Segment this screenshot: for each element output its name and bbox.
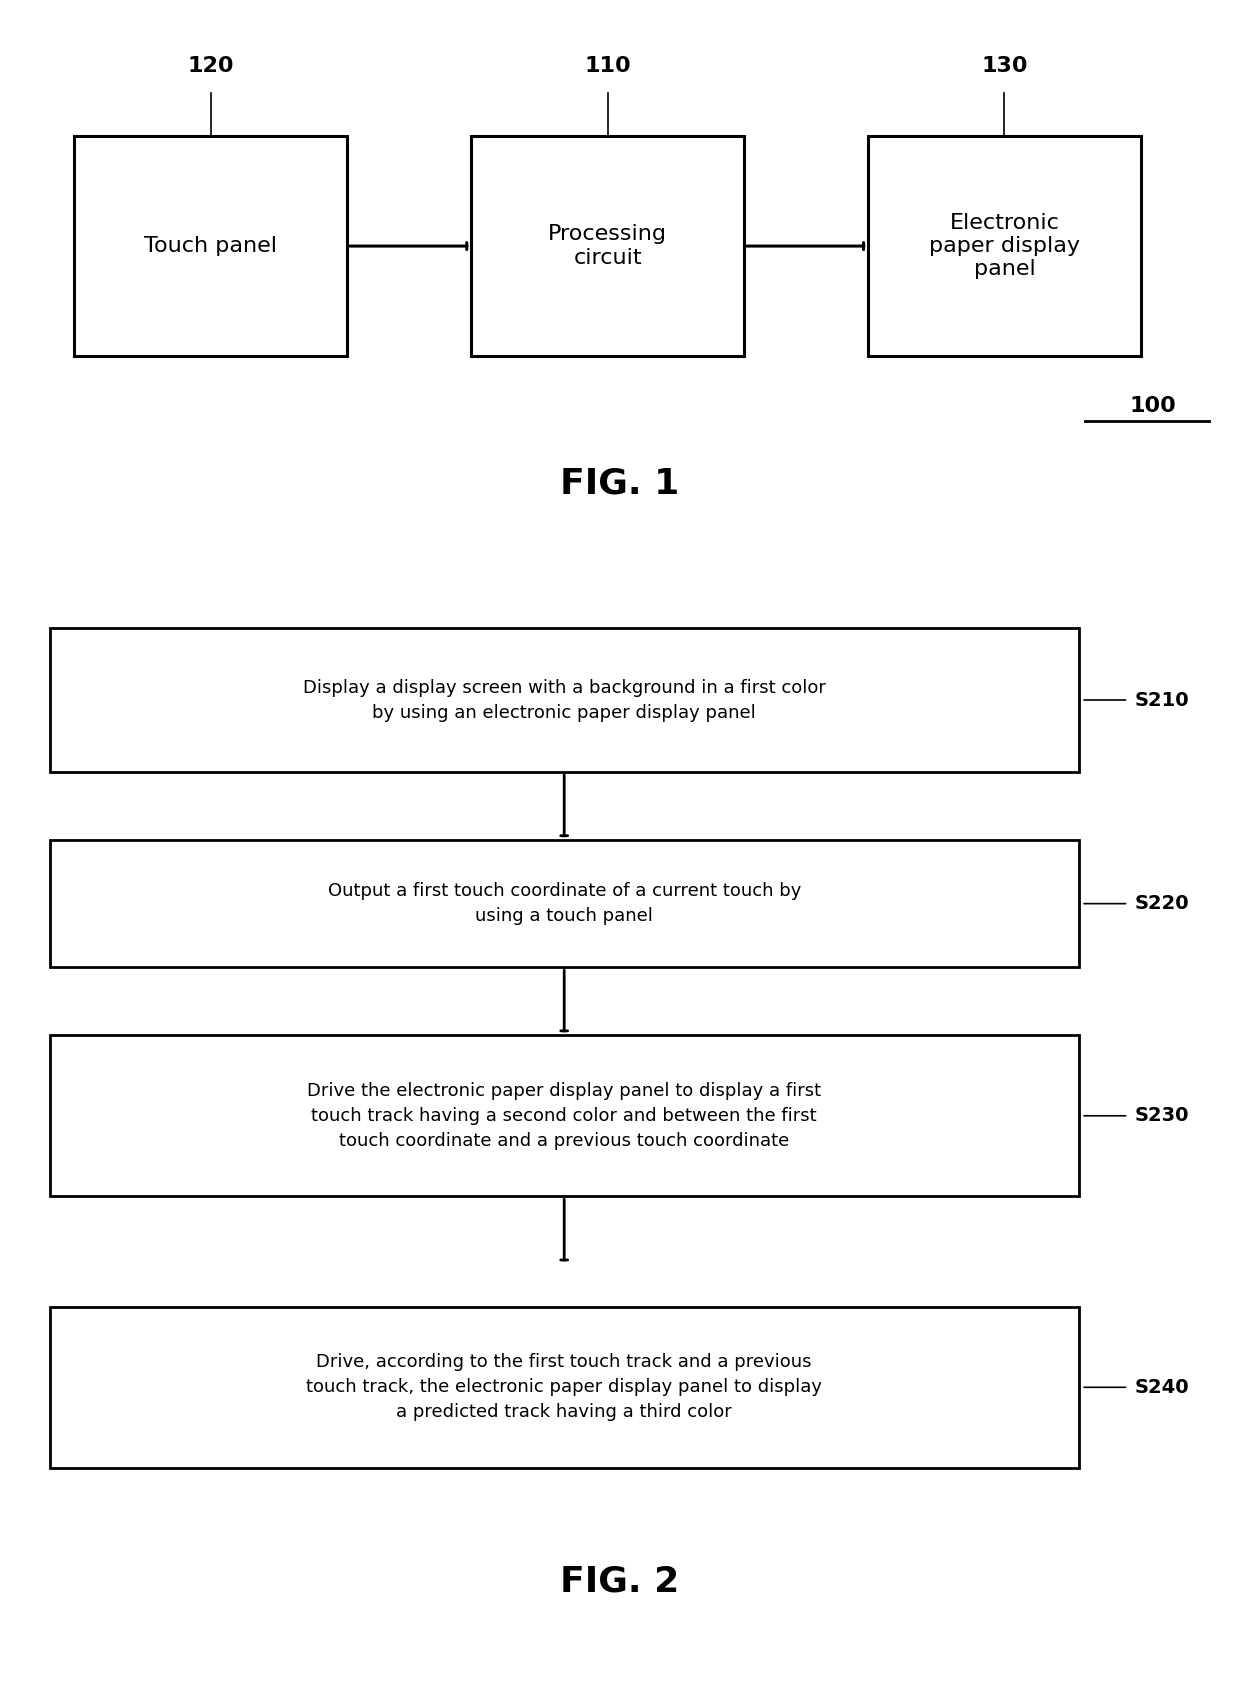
- Text: S220: S220: [1135, 894, 1189, 913]
- Text: 110: 110: [584, 56, 631, 76]
- Text: Display a display screen with a background in a first color
by using an electron: Display a display screen with a backgrou…: [303, 679, 826, 721]
- FancyBboxPatch shape: [50, 1035, 1079, 1196]
- Text: 120: 120: [187, 56, 234, 76]
- FancyBboxPatch shape: [50, 628, 1079, 772]
- Text: Output a first touch coordinate of a current touch by
using a touch panel: Output a first touch coordinate of a cur…: [327, 882, 801, 925]
- Text: S210: S210: [1135, 691, 1189, 709]
- FancyBboxPatch shape: [74, 136, 347, 356]
- Text: Electronic
paper display
panel: Electronic paper display panel: [929, 212, 1080, 280]
- Text: FIG. 1: FIG. 1: [560, 467, 680, 501]
- Text: Drive the electronic paper display panel to display a first
touch track having a: Drive the electronic paper display panel…: [308, 1081, 821, 1151]
- Text: 100: 100: [1130, 395, 1177, 416]
- FancyBboxPatch shape: [868, 136, 1141, 356]
- Text: Touch panel: Touch panel: [144, 236, 278, 256]
- Text: Drive, according to the first touch track and a previous
touch track, the electr: Drive, according to the first touch trac…: [306, 1353, 822, 1422]
- Text: 130: 130: [981, 56, 1028, 76]
- Text: FIG. 2: FIG. 2: [560, 1565, 680, 1599]
- Text: S230: S230: [1135, 1106, 1189, 1125]
- FancyBboxPatch shape: [471, 136, 744, 356]
- Text: Processing
circuit: Processing circuit: [548, 224, 667, 268]
- FancyBboxPatch shape: [50, 1307, 1079, 1468]
- Text: S240: S240: [1135, 1378, 1189, 1397]
- FancyBboxPatch shape: [50, 840, 1079, 967]
